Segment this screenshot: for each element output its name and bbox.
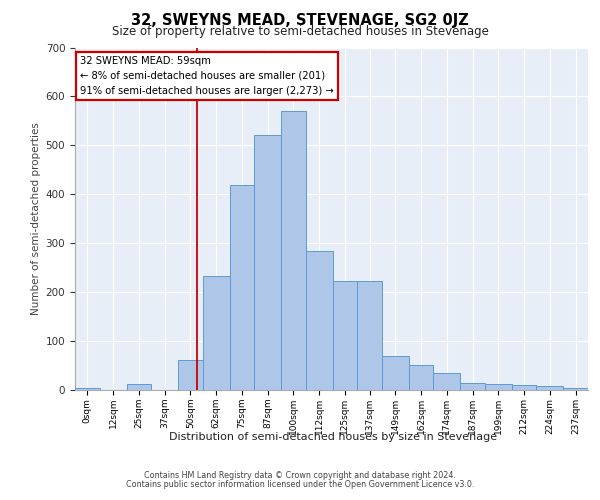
Text: Contains HM Land Registry data © Crown copyright and database right 2024.: Contains HM Land Registry data © Crown c… [144, 471, 456, 480]
Bar [512, 385, 536, 390]
Bar [382, 356, 409, 390]
Bar [409, 364, 433, 390]
Bar [127, 384, 151, 390]
Bar [306, 250, 332, 390]
Text: 32, SWEYNS MEAD, STEVENAGE, SG2 0JZ: 32, SWEYNS MEAD, STEVENAGE, SG2 0JZ [131, 12, 469, 28]
Bar [357, 282, 382, 390]
Bar [75, 388, 100, 390]
Text: Size of property relative to semi-detached houses in Stevenage: Size of property relative to semi-detach… [112, 25, 488, 38]
Bar [563, 388, 588, 390]
Bar [433, 373, 460, 390]
Bar [281, 111, 306, 390]
Bar [460, 382, 485, 390]
Y-axis label: Number of semi-detached properties: Number of semi-detached properties [31, 122, 41, 315]
Bar [203, 276, 230, 390]
Bar [178, 360, 203, 390]
Text: Contains public sector information licensed under the Open Government Licence v3: Contains public sector information licen… [126, 480, 474, 489]
Bar [485, 384, 512, 390]
Bar [332, 282, 357, 390]
Text: Distribution of semi-detached houses by size in Stevenage: Distribution of semi-detached houses by … [169, 432, 497, 442]
Text: 32 SWEYNS MEAD: 59sqm
← 8% of semi-detached houses are smaller (201)
91% of semi: 32 SWEYNS MEAD: 59sqm ← 8% of semi-detac… [80, 56, 334, 96]
Bar [536, 386, 563, 390]
Bar [254, 134, 281, 390]
Bar [230, 184, 254, 390]
